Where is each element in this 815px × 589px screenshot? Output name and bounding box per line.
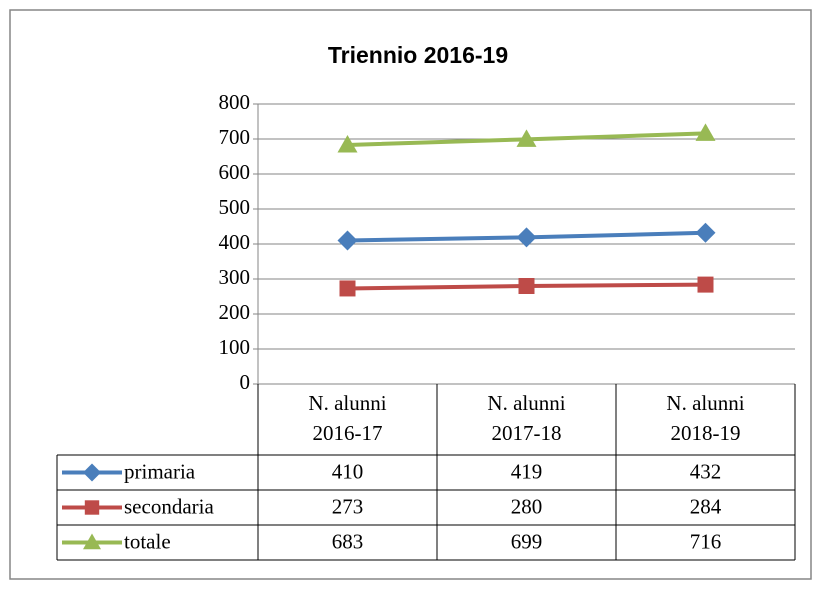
marker <box>695 123 716 141</box>
category-cell: N. alunni 2018-19 <box>666 391 745 445</box>
y-tick-label: 600 <box>219 160 251 184</box>
legend-label: totale <box>124 529 171 553</box>
y-tick-label: 700 <box>219 125 251 149</box>
y-tick-label: 0 <box>240 370 251 394</box>
marker <box>516 227 537 248</box>
marker <box>516 129 537 147</box>
table-value: 280 <box>511 494 543 518</box>
y-tick-label: 500 <box>219 195 251 219</box>
table-value: 273 <box>332 494 364 518</box>
marker <box>697 276 714 293</box>
marker <box>337 134 358 153</box>
marker <box>337 230 358 251</box>
legend-label: secondaria <box>124 494 214 518</box>
y-tick-label: 200 <box>219 300 251 324</box>
y-tick-label: 800 <box>219 90 251 114</box>
table-value: 716 <box>690 529 722 553</box>
x-tick-label: N. alunni 2017-18 <box>487 391 566 445</box>
y-tick-label: 100 <box>219 335 251 359</box>
marker <box>339 280 356 297</box>
table-value: 432 <box>690 459 722 483</box>
legend-marker <box>83 533 101 550</box>
marker <box>695 222 716 243</box>
marker <box>518 278 535 294</box>
legend-marker <box>84 500 100 515</box>
table-value: 699 <box>511 529 543 553</box>
y-tick-label: 300 <box>219 265 251 289</box>
chart-border <box>9 9 812 580</box>
category-cell: N. alunni 2016-17 <box>308 391 387 445</box>
table-value: 683 <box>332 529 364 553</box>
y-tick-label: 400 <box>219 230 251 254</box>
chart-title: Triennio 2016-19 <box>328 42 508 68</box>
table-value: 419 <box>511 459 543 483</box>
legend-marker <box>83 463 101 482</box>
x-tick-label: N. alunni 2016-17 <box>308 391 387 445</box>
x-tick-label: N. alunni 2018-19 <box>666 391 745 445</box>
category-cell: N. alunni 2017-18 <box>487 391 566 445</box>
legend-label: primaria <box>124 459 196 483</box>
table-value: 284 <box>690 494 722 518</box>
table-value: 410 <box>332 459 364 483</box>
